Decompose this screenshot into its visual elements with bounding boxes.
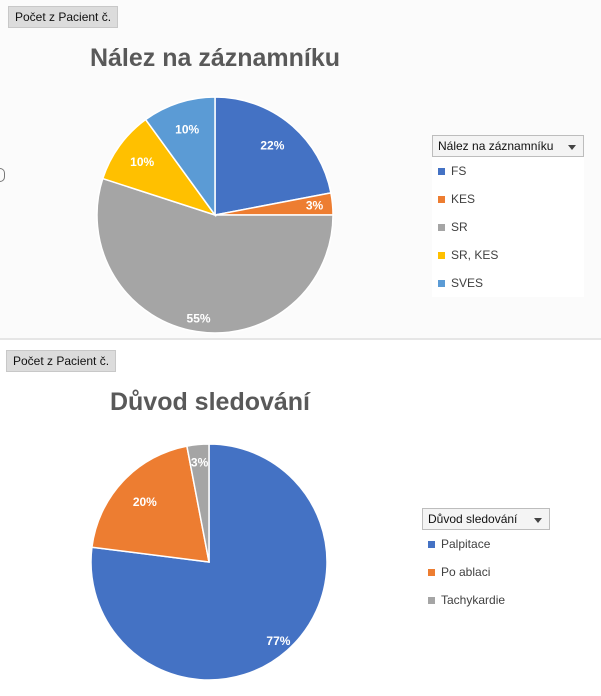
- legend-item: Po ablaci: [422, 558, 550, 586]
- legend-label: Palpitace: [441, 537, 491, 551]
- divider: [0, 338, 601, 340]
- legend-swatch: [438, 168, 445, 176]
- legend-swatch: [438, 224, 445, 232]
- pivot-chart-panel-1: Počet z Pacient č. Nález na záznamníku 2…: [0, 0, 601, 338]
- chevron-down-icon: [568, 145, 576, 150]
- legend-label: SR: [451, 220, 468, 234]
- legend-swatch: [428, 541, 435, 549]
- legend-label: SVES: [451, 276, 484, 290]
- legend-header-label: Nález na záznamníku: [438, 139, 554, 153]
- pie-slice-fs[interactable]: [214, 96, 332, 216]
- pie-slice-sves[interactable]: [144, 96, 216, 218]
- pie-slice-sr[interactable]: [96, 177, 334, 334]
- legend-item: KES: [432, 185, 584, 213]
- legend-label: FS: [451, 164, 467, 178]
- legend-label: Tachykardie: [441, 593, 506, 607]
- legend-label: KES: [451, 192, 476, 206]
- legend-label: Po ablaci: [441, 565, 491, 579]
- pie-chart: 22% 3% 55% 10% 10%: [96, 96, 334, 334]
- legend-item: SR, KES: [432, 241, 584, 269]
- legend-item: Tachykardie: [422, 586, 550, 614]
- pie-chart: 77% 20% 3%: [90, 443, 328, 681]
- chevron-down-icon: [534, 518, 542, 523]
- legend-header-label: Důvod sledování: [428, 512, 518, 526]
- data-label: 3%: [191, 455, 209, 469]
- legend-filter-button[interactable]: Důvod sledování: [422, 508, 550, 530]
- pie-slice-po-ablaci[interactable]: [91, 445, 210, 563]
- data-label: 3%: [306, 199, 324, 213]
- legend-label: SR, KES: [451, 248, 499, 262]
- chart-title: Nález na záznamníku: [89, 44, 341, 72]
- pie-slice-sr-kes[interactable]: [101, 118, 217, 217]
- legend-swatch: [428, 569, 435, 577]
- data-label: 77%: [266, 634, 290, 648]
- pivot-chart-panel-2: Počet z Pacient č. Důvod sledování 77% 20…: [0, 340, 560, 696]
- data-label: 22%: [260, 139, 284, 153]
- legend-item: FS: [432, 157, 584, 185]
- legend: Nález na záznamníku FS KES SR SR, KES SVES: [432, 135, 584, 297]
- data-label: 10%: [130, 155, 154, 169]
- data-label: 20%: [133, 495, 157, 509]
- legend-swatch: [428, 597, 435, 605]
- legend-item: Palpitace: [422, 530, 550, 558]
- field-button-count[interactable]: Počet z Pacient č.: [6, 350, 117, 372]
- data-label: 55%: [187, 312, 211, 326]
- legend-filter-button[interactable]: Nález na záznamníku: [432, 135, 584, 157]
- legend-swatch: [438, 196, 445, 204]
- legend-swatch: [438, 280, 445, 288]
- field-button-count[interactable]: Počet z Pacient č.: [8, 6, 119, 28]
- pie-slice-tachykardie[interactable]: [186, 443, 210, 563]
- legend-swatch: [438, 252, 445, 260]
- legend-item: SR: [432, 213, 584, 241]
- legend: Důvod sledování Palpitace Po ablaci Tachyk…: [422, 508, 550, 614]
- legend-item: SVES: [432, 269, 584, 297]
- data-label: 10%: [175, 122, 199, 136]
- chart-title: Důvod sledování: [109, 388, 311, 416]
